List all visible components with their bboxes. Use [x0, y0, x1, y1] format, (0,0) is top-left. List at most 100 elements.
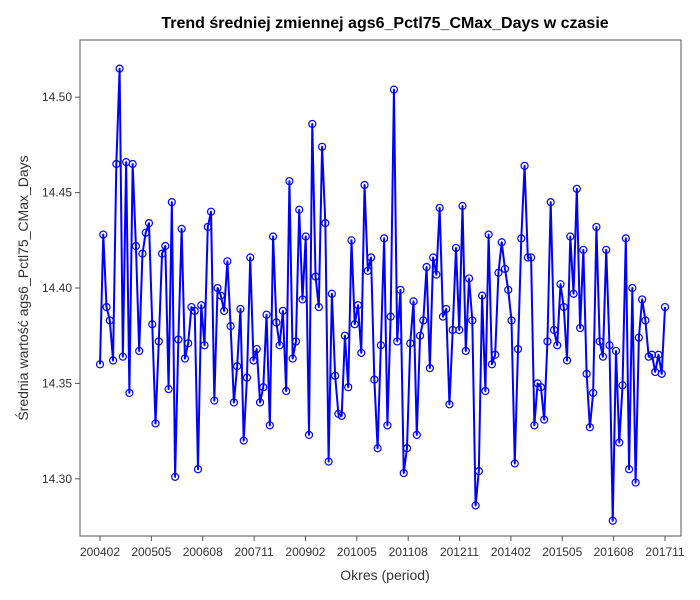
- data-point: [559, 302, 568, 312]
- data-point: [233, 362, 242, 371]
- series-points: [95, 64, 670, 525]
- data-point: [295, 205, 304, 214]
- data-point: [526, 253, 536, 262]
- data-point: [634, 333, 643, 342]
- data-point: [131, 241, 141, 251]
- data-point: [317, 142, 327, 151]
- data-point: [592, 222, 601, 232]
- data-point: [213, 283, 222, 293]
- data-point: [353, 301, 363, 310]
- data-point: [624, 465, 634, 474]
- data-point: [347, 236, 356, 245]
- data-point: [608, 516, 617, 525]
- data-point: [331, 371, 340, 380]
- data-point: [360, 180, 369, 190]
- data-point: [177, 224, 186, 233]
- x-tick-label: 200711: [235, 545, 274, 559]
- data-point: [657, 369, 666, 378]
- data-point: [337, 411, 346, 420]
- data-point: [383, 421, 392, 430]
- data-point: [161, 241, 170, 251]
- x-tick-label: 200505: [131, 545, 171, 559]
- data-point: [432, 270, 441, 279]
- x-tick-label: 200402: [80, 545, 120, 559]
- data-point: [389, 85, 399, 94]
- data-point: [184, 339, 193, 348]
- data-point: [102, 302, 111, 312]
- data-point: [327, 289, 336, 298]
- data-point: [304, 430, 314, 439]
- data-point: [197, 301, 206, 310]
- data-point: [396, 285, 405, 295]
- data-point: [461, 346, 470, 356]
- data-point: [605, 341, 614, 350]
- data-point: [445, 400, 454, 409]
- data-point: [598, 352, 608, 361]
- data-point: [190, 306, 199, 315]
- data-point: [474, 467, 483, 476]
- data-point: [484, 230, 493, 239]
- data-point: [654, 350, 663, 359]
- data-point: [265, 421, 274, 430]
- y-axis: 14.30 14.35 14.40 14.45 14.50: [42, 90, 80, 486]
- data-point: [203, 222, 212, 232]
- data-point: [125, 388, 134, 398]
- data-point: [442, 304, 451, 314]
- data-point: [409, 297, 418, 306]
- data-point: [95, 360, 105, 369]
- data-point: [536, 383, 546, 392]
- data-point: [471, 501, 480, 510]
- data-point: [128, 159, 137, 169]
- data-point: [262, 310, 271, 319]
- y-tick-label: 14.45: [42, 186, 72, 200]
- series-line: [99, 67, 666, 522]
- data-point: [242, 373, 252, 382]
- data-point: [540, 415, 549, 424]
- x-tick-label: 201505: [542, 545, 582, 559]
- data-point: [589, 388, 598, 398]
- data-point: [468, 316, 477, 325]
- data-point: [406, 339, 415, 348]
- data-point: [373, 444, 382, 453]
- data-point: [582, 369, 591, 378]
- y-tick-label: 14.40: [42, 281, 72, 295]
- x-tick-label: 200902: [285, 545, 325, 559]
- data-point: [157, 249, 167, 258]
- data-point: [105, 316, 114, 325]
- data-point: [386, 312, 395, 321]
- data-point: [660, 302, 670, 312]
- data-point: [543, 337, 552, 346]
- x-axis-label: Okres (period): [340, 567, 429, 583]
- data-point: [144, 219, 154, 228]
- data-point: [569, 289, 578, 298]
- data-point: [415, 331, 425, 340]
- data-point: [291, 337, 301, 346]
- data-point: [451, 243, 461, 253]
- data-point: [556, 280, 565, 289]
- data-point: [566, 232, 575, 241]
- x-tick-label: 201211: [440, 545, 479, 559]
- data-point: [314, 302, 323, 312]
- data-point: [239, 436, 248, 445]
- data-point: [562, 356, 572, 365]
- x-tick-label: 201711: [645, 545, 684, 559]
- data-point: [171, 472, 180, 481]
- y-tick-label: 14.50: [42, 90, 72, 104]
- data-point: [220, 306, 229, 315]
- data-point: [308, 119, 317, 129]
- data-point: [513, 344, 523, 354]
- data-point: [301, 232, 310, 241]
- chart-title: Trend średniej zmiennej ags6_Pctl75_CMax…: [161, 15, 608, 32]
- data-point: [621, 234, 630, 243]
- data-point: [419, 316, 428, 325]
- data-point: [510, 459, 519, 468]
- x-tick-label: 200608: [183, 545, 223, 559]
- data-point: [504, 285, 513, 295]
- data-point: [546, 198, 555, 207]
- data-point: [393, 337, 402, 346]
- data-point: [148, 320, 157, 329]
- data-point: [154, 337, 163, 346]
- data-point: [602, 245, 611, 254]
- data-point: [164, 385, 173, 394]
- data-point: [112, 159, 121, 169]
